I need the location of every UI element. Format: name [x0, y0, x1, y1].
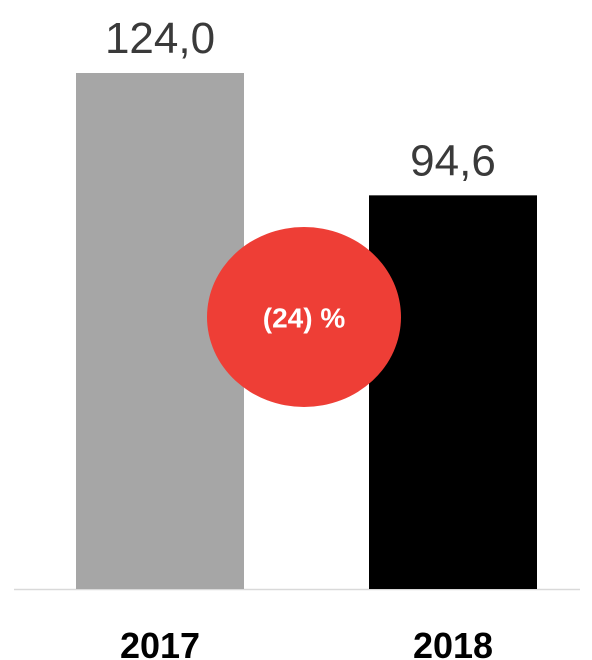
category-label-2018: 2018: [413, 625, 493, 660]
bar-2018: [369, 195, 537, 590]
category-labels-group: 2017 2018: [120, 625, 493, 660]
change-badge-label: (24) %: [263, 303, 346, 334]
bars-group: [76, 73, 537, 590]
change-badge: (24) %: [207, 227, 401, 407]
change-badge-circle: [207, 227, 401, 407]
value-label-2018: 94,6: [410, 136, 496, 185]
value-labels-group: 124,0 94,6: [105, 14, 496, 185]
value-label-2017: 124,0: [105, 14, 215, 63]
category-label-2017: 2017: [120, 625, 200, 660]
